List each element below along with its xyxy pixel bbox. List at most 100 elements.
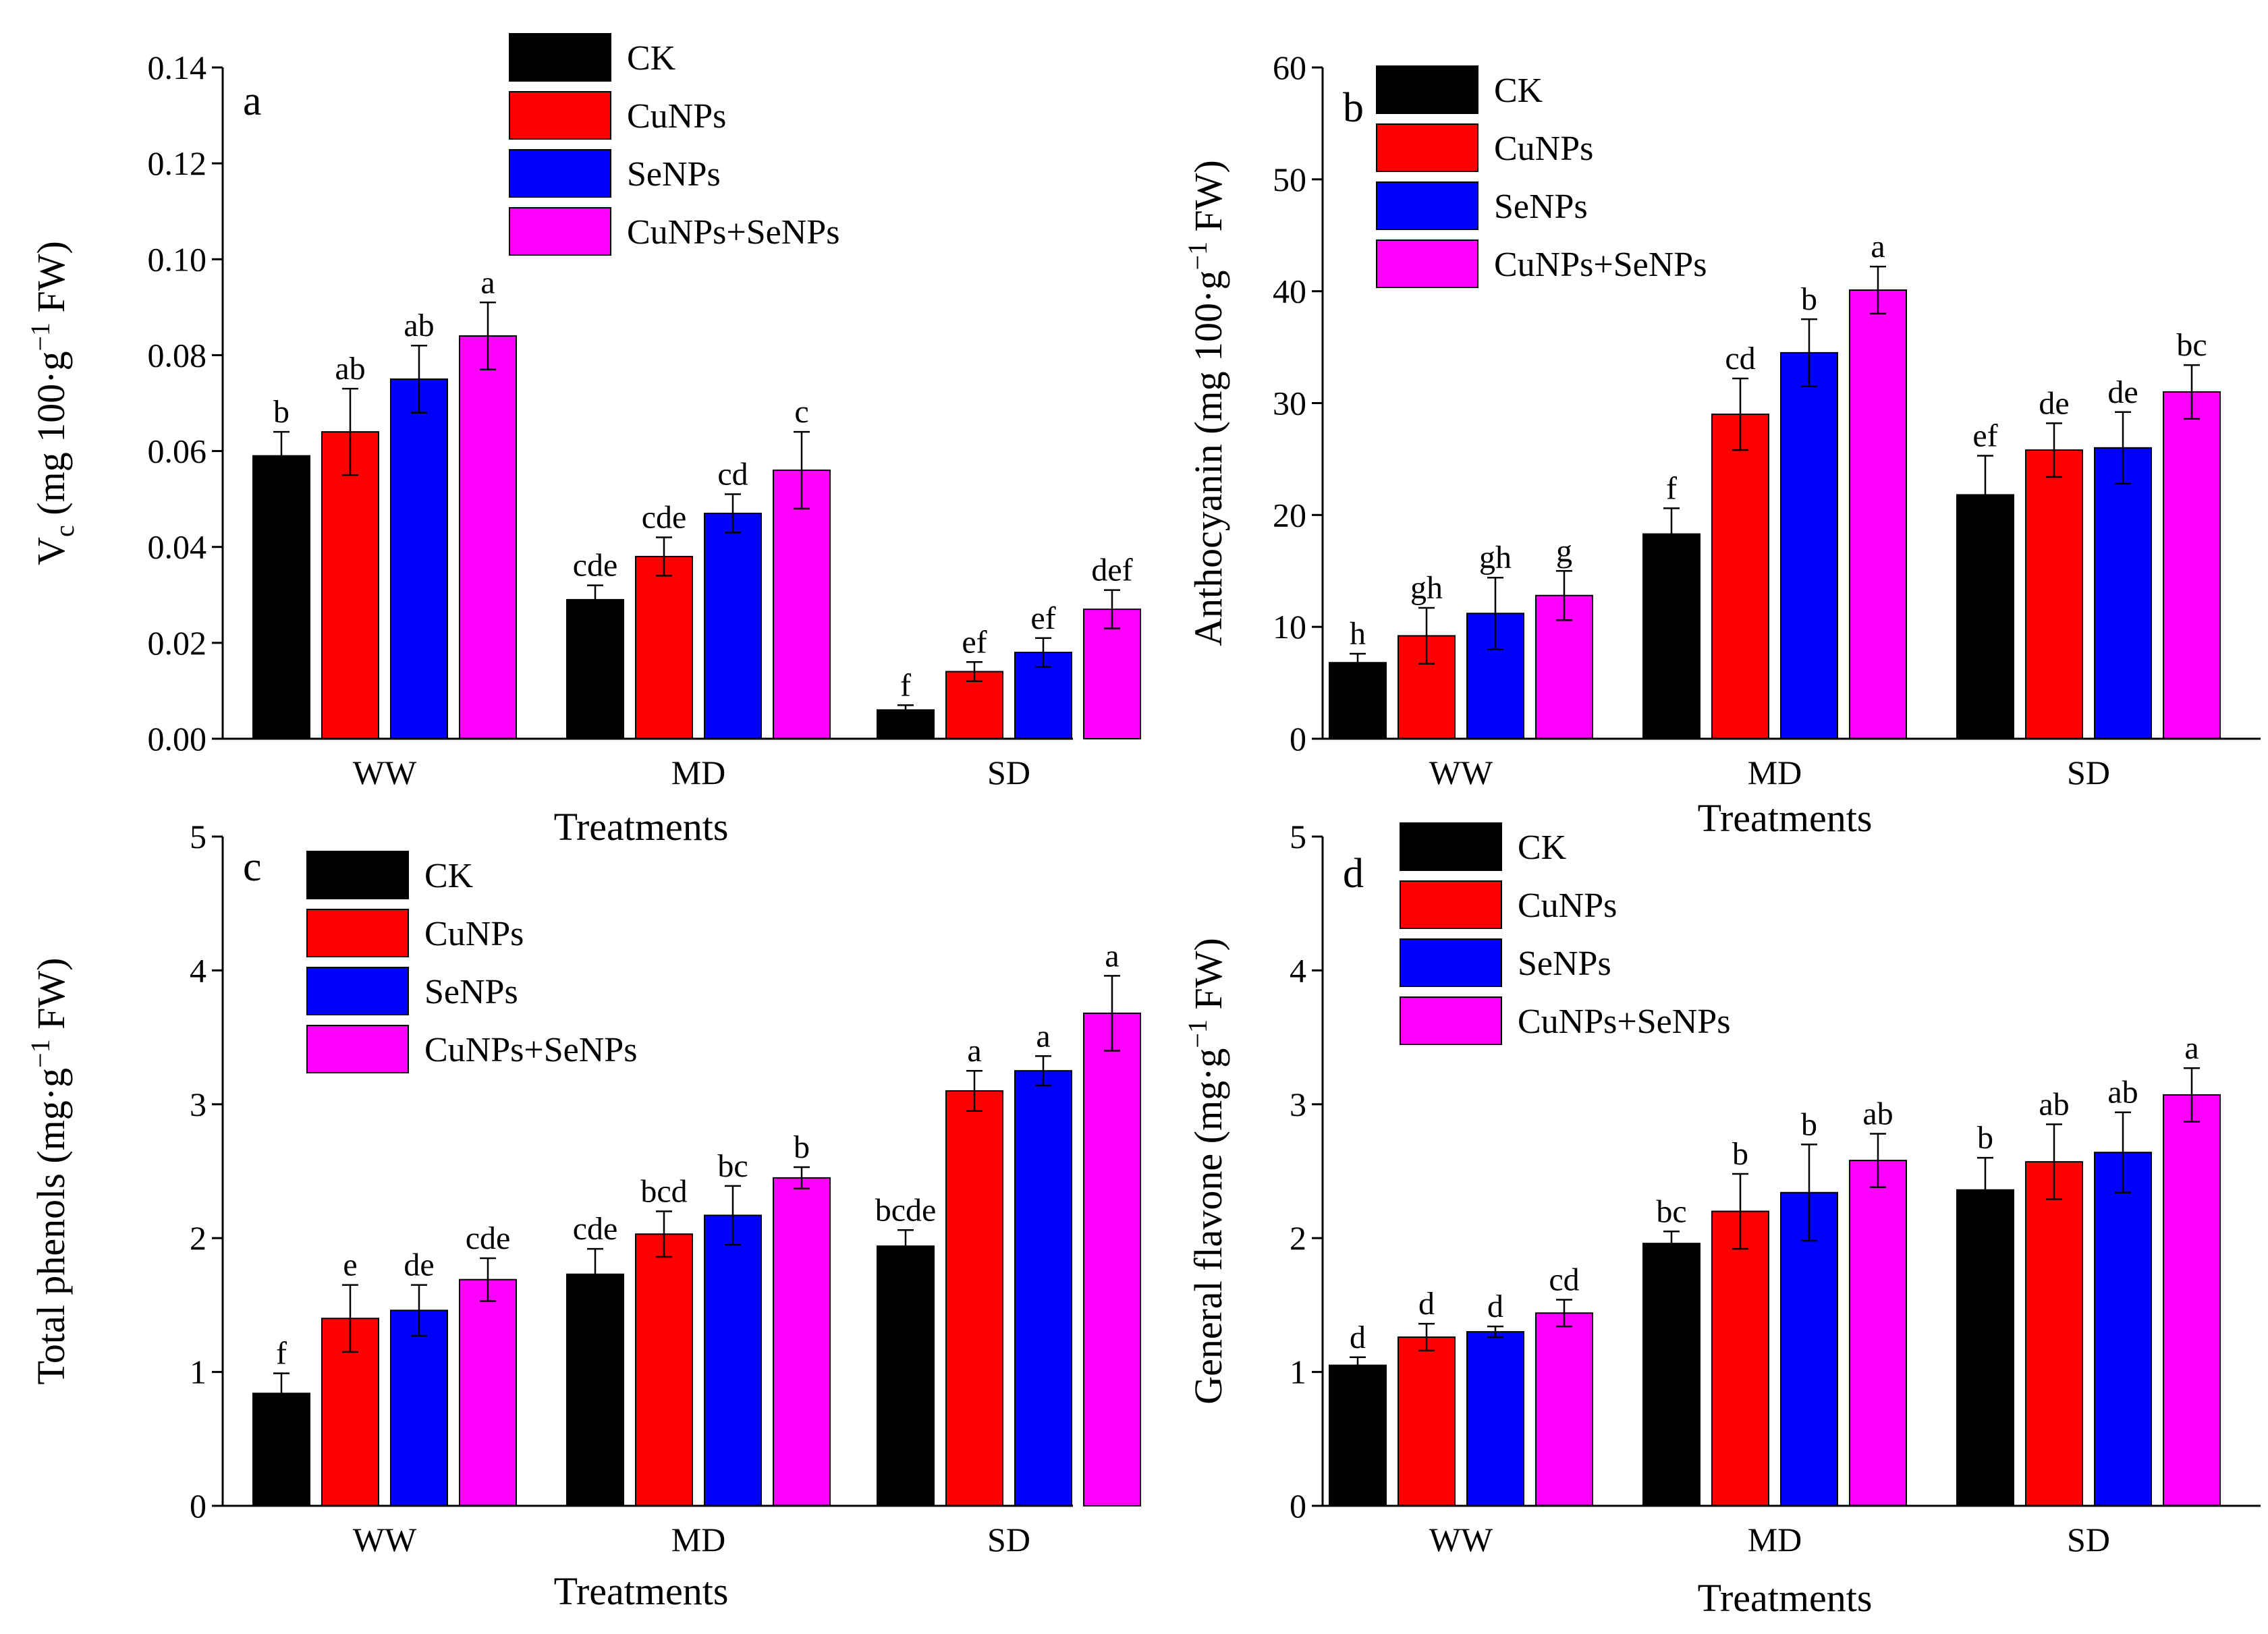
bar xyxy=(773,470,831,739)
x-tick-label: MD xyxy=(671,754,726,791)
y-tick-label: 0.02 xyxy=(148,624,207,662)
bar xyxy=(1956,1189,2014,1506)
significance-letter: b xyxy=(1801,281,1817,317)
legend-label: CK xyxy=(424,857,474,895)
significance-letter: a xyxy=(1871,229,1885,264)
x-tick-label: WW xyxy=(353,1521,417,1558)
bar xyxy=(1849,289,1907,739)
significance-letter: ab xyxy=(2039,1087,2069,1123)
bar xyxy=(704,1214,762,1507)
significance-letter: cde xyxy=(642,500,687,536)
bar xyxy=(1642,533,1700,740)
significance-letter: d xyxy=(1487,1289,1503,1324)
legend-label: CK xyxy=(627,39,676,78)
significance-letter: gh xyxy=(1479,540,1512,575)
legend-label: CuNPs+SeNPs xyxy=(424,1031,637,1069)
legend-label: CuNPs+SeNPs xyxy=(1518,1003,1730,1041)
legend-label: CuNPs xyxy=(424,915,524,953)
y-tick-label: 4 xyxy=(190,951,206,989)
legend-swatch xyxy=(1400,938,1502,987)
bar xyxy=(945,1090,1003,1506)
legend-swatch xyxy=(1376,240,1478,288)
x-tick-label: MD xyxy=(1748,1521,1802,1558)
y-tick-label: 0.12 xyxy=(148,144,207,182)
bar xyxy=(1466,1331,1524,1506)
y-tick-label: 2 xyxy=(190,1219,206,1257)
y-tick-label: 10 xyxy=(1273,608,1306,646)
y-tick-label: 3 xyxy=(190,1086,206,1123)
y-axis-title-superscript: −1 xyxy=(25,322,55,351)
bar xyxy=(459,1278,517,1506)
y-axis-title-unit: (mg 100·g xyxy=(29,351,73,525)
legend: CK CuNPs SeNPs CuNPs+SeNPs xyxy=(1376,65,1707,288)
y-axis-title: General flavone (mg·g−1 FW) xyxy=(1182,938,1230,1405)
significance-letter: b xyxy=(273,394,289,430)
bar xyxy=(1083,609,1141,739)
significance-letter: a xyxy=(480,264,495,300)
bar xyxy=(1014,652,1072,739)
legend: CK CuNPs SeNPs CuNPs+SeNPs xyxy=(509,33,839,256)
y-axis-title-main: V xyxy=(29,537,73,565)
y-tick-label: 0 xyxy=(190,1487,206,1525)
significance-letter: cde xyxy=(573,1211,618,1247)
legend-swatch xyxy=(1400,880,1502,929)
bar xyxy=(1329,1364,1387,1507)
y-axis-title: Anthocyanin (mg 100·g−1 FW) xyxy=(1182,160,1230,646)
significance-letter: f xyxy=(1666,470,1677,506)
y-tick-label: 0.00 xyxy=(148,720,207,758)
x-axis-title: Treatments xyxy=(554,805,729,849)
significance-letter: cd xyxy=(717,457,748,492)
y-tick-label: 0 xyxy=(1290,1487,1306,1525)
significance-letter: bc xyxy=(2176,327,2207,363)
legend-label: CuNPs+SeNPs xyxy=(1494,246,1707,284)
chart-panel-c: f cde bcde e bcd a de bc a cde b a 0 1 2 3 4 5 WW MD SD Treat… xyxy=(25,818,1141,1613)
x-tick-label: MD xyxy=(671,1521,726,1558)
significance-letter: bc xyxy=(717,1148,748,1184)
significance-letter: a xyxy=(1105,938,1119,974)
bar xyxy=(1398,1336,1456,1506)
significance-letter: cde xyxy=(466,1220,511,1256)
y-axis-title-main: Anthocyanin xyxy=(1186,444,1230,646)
y-axis-title-main: Total phenols xyxy=(29,1173,73,1384)
significance-letter: g xyxy=(1556,533,1572,569)
legend-label: CuNPs xyxy=(627,97,726,136)
y-tick-label: 1 xyxy=(190,1353,206,1391)
y-axis-title: Total phenols (mg·g−1 FW) xyxy=(25,958,73,1385)
y-tick-label: 20 xyxy=(1273,496,1306,534)
y-tick-label: 0.10 xyxy=(148,240,207,278)
bar xyxy=(1535,1312,1593,1506)
y-axis-title-subscript: c xyxy=(49,525,80,537)
significance-letter: b xyxy=(1801,1106,1817,1142)
bar xyxy=(1711,414,1769,739)
significance-letter: bcd xyxy=(640,1174,687,1210)
significance-letter: ab xyxy=(1862,1096,1893,1131)
bar xyxy=(390,378,448,739)
bar xyxy=(635,555,693,740)
y-tick-label: 3 xyxy=(1290,1086,1306,1123)
bar xyxy=(1780,351,1838,739)
significance-letter: a xyxy=(2184,1030,2198,1066)
legend-swatch xyxy=(306,1025,409,1073)
bar xyxy=(566,598,624,740)
y-axis-title-unit: (mg 100·g xyxy=(1186,271,1230,445)
bar xyxy=(2094,447,2152,739)
legend-swatch xyxy=(306,851,409,899)
legend-label: SeNPs xyxy=(1494,188,1588,226)
legend-swatch xyxy=(1376,65,1478,114)
legend-swatch xyxy=(509,91,611,140)
significance-letter: cde xyxy=(573,548,618,584)
y-tick-label: 60 xyxy=(1273,49,1306,86)
y-tick-label: 5 xyxy=(1290,818,1306,855)
y-axis-title-superscript: −1 xyxy=(1182,242,1213,271)
y-tick-label: 1 xyxy=(1290,1353,1306,1391)
bar xyxy=(2163,391,2221,739)
significance-letter: e xyxy=(343,1247,357,1283)
y-axis-title-end: FW) xyxy=(29,958,73,1040)
significance-letter: h xyxy=(1350,616,1366,652)
panel-label: b xyxy=(1343,85,1364,131)
bar xyxy=(1083,1012,1141,1506)
y-tick-label: 2 xyxy=(1290,1219,1306,1257)
bar xyxy=(1014,1070,1072,1506)
significance-letter: ef xyxy=(1972,418,1997,453)
